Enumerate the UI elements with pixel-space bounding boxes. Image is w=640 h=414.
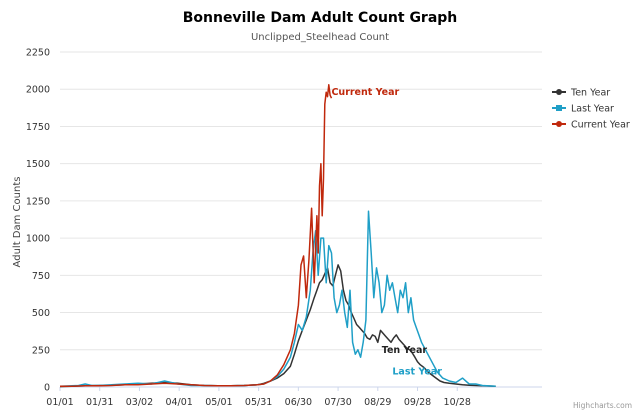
legend-label: Last Year [571,104,614,115]
legend-label: Ten Year [570,88,610,99]
legend[interactable]: Ten Year Last Year Current Year [552,88,630,131]
y-tick-label: 500 [32,308,50,319]
y-tick-label: 2000 [26,85,50,96]
y-tick-label: 1000 [26,234,50,245]
x-tick-label: 06/30 [285,397,312,408]
y-tick-label: 2250 [26,48,50,59]
x-tick-label: 09/28 [404,397,431,408]
credit-link[interactable]: Highcharts.com [573,401,632,410]
chart-title: Bonneville Dam Adult Count Graph [183,10,458,26]
legend-marker-square [556,105,562,111]
x-tick-label: 01/01 [46,397,73,408]
x-tick-label: 05/31 [245,397,272,408]
legend-marker-circle [556,89,562,95]
series-line-last-year[interactable] [59,210,496,388]
annotations: Current Year Ten Year Last Year [331,87,442,377]
annotation-label: Current Year [331,87,399,98]
y-tick-label: 250 [32,345,50,356]
annotation-label: Ten Year [382,345,428,356]
legend-marker-circle [556,121,562,127]
y-tick-label: 1750 [26,122,50,133]
x-tick-label: 07/30 [324,397,351,408]
y-tick-label: 750 [32,271,50,282]
x-tick-label: 10/28 [444,397,471,408]
y-axis-label: Adult Dam Counts [12,177,23,268]
series-lines [59,84,496,388]
y-axis-ticks: 0 250 500 750 1000 1250 1500 1750 2000 2250 [26,48,50,394]
gridlines [60,51,542,388]
x-tick-label: 03/02 [126,397,153,408]
chart-subtitle: Unclipped_Steelhead Count [251,32,389,43]
legend-item-ten-year[interactable]: Ten Year [552,88,610,99]
x-tick-label: 01/31 [86,397,113,408]
y-tick-label: 1500 [26,159,50,170]
legend-item-current-year[interactable]: Current Year [552,120,630,131]
y-tick-label: 0 [44,383,50,394]
legend-label: Current Year [571,120,630,131]
x-axis-ticks: 01/01 01/31 03/02 04/01 05/01 05/31 06/30 07/30… [46,387,471,408]
x-tick-label: 04/01 [165,397,192,408]
x-tick-label: 08/29 [364,397,391,408]
x-tick-label: 05/01 [205,397,232,408]
annotation-label: Last Year [392,366,442,377]
legend-item-last-year[interactable]: Last Year [552,104,614,115]
y-tick-label: 1250 [26,196,50,207]
series-line-current-year[interactable] [60,84,333,388]
